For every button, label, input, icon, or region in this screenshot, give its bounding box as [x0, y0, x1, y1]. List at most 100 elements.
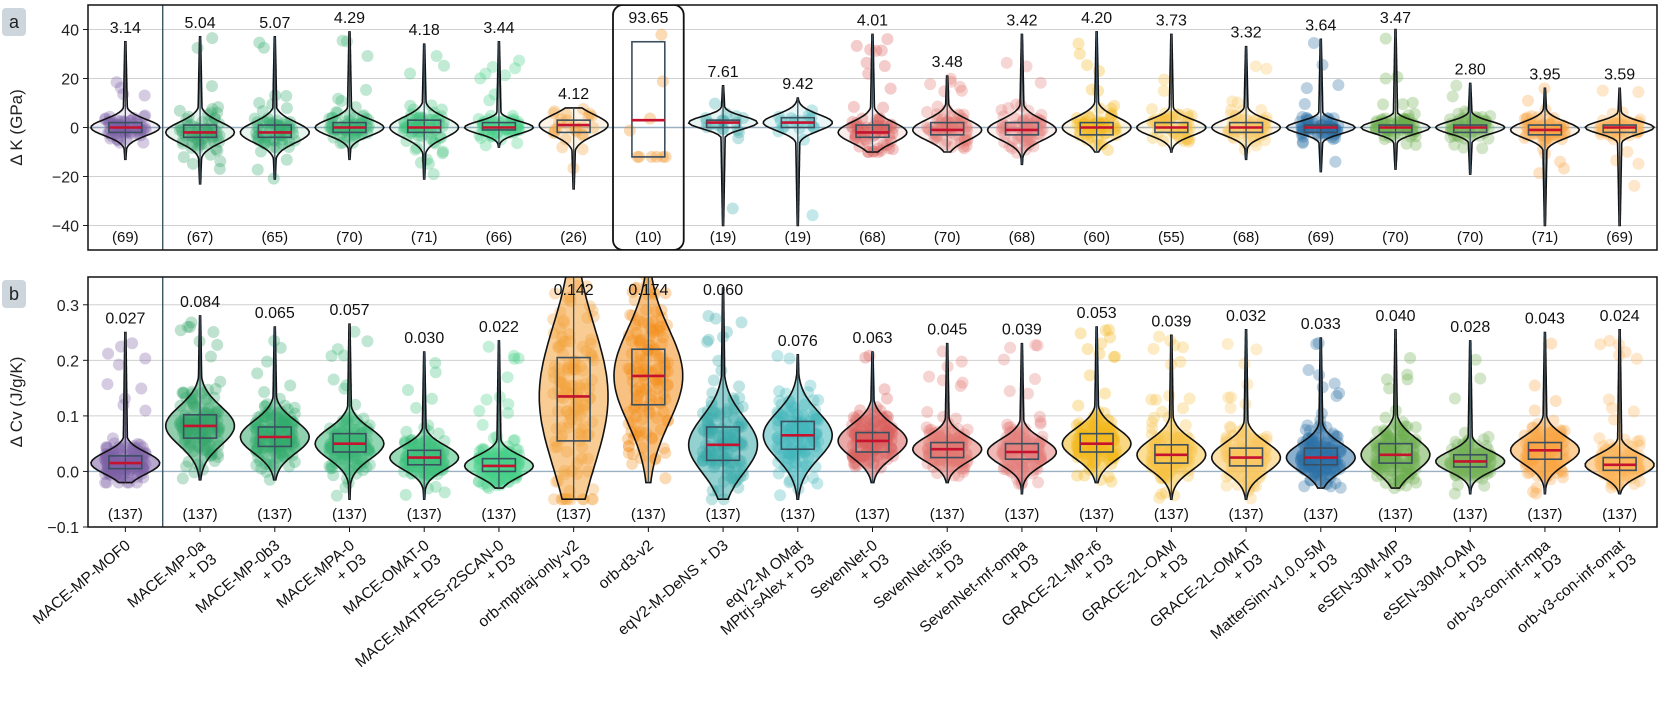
data-point [253, 96, 266, 109]
data-point [643, 112, 656, 125]
plot-frame [87, 4, 1658, 251]
data-point [587, 483, 600, 496]
data-point [1002, 102, 1015, 115]
data-point [1408, 107, 1421, 120]
data-point [1247, 115, 1260, 128]
data-point [952, 469, 965, 482]
data-point [875, 44, 888, 57]
data-point [111, 114, 124, 127]
data-point [1250, 343, 1263, 356]
data-point [1257, 120, 1270, 133]
model-distribution [239, 326, 311, 486]
data-point [621, 432, 634, 445]
mae-value-label: 0.039 [1002, 322, 1042, 339]
data-point [923, 124, 936, 137]
data-point [474, 72, 487, 85]
model-distribution [164, 32, 236, 185]
data-point [111, 133, 124, 146]
data-point [997, 122, 1010, 135]
data-point [1074, 327, 1087, 340]
model-distribution [239, 36, 311, 185]
data-point [885, 118, 898, 131]
data-point [1034, 416, 1047, 429]
data-point [878, 59, 891, 72]
data-point [1157, 84, 1170, 97]
data-point [1377, 98, 1390, 111]
mae-value-label: 0.063 [852, 330, 892, 347]
sample-count-label: (69) [112, 229, 139, 246]
mae-value-label: 0.030 [404, 330, 444, 347]
data-point [1084, 127, 1097, 140]
data-point [949, 412, 962, 425]
y-axis-label: Δ K (GPa) [7, 89, 26, 166]
y-tick-label: −0.1 [47, 520, 79, 537]
panel-a-bulk-modulus-chart: −40 −20 0 20 40 Δ K (GPa) a 3.14 (69) 5.04 (67) 5.0… [2, 4, 1658, 251]
data-point [1171, 108, 1184, 121]
data-point [871, 124, 884, 137]
model-distribution [986, 33, 1058, 166]
data-point [1019, 143, 1032, 156]
data-point [1099, 324, 1112, 337]
data-point [124, 127, 137, 140]
data-point [854, 404, 867, 417]
model-distribution [1359, 28, 1432, 170]
data-point [1034, 76, 1047, 89]
sample-count-label: (70) [336, 229, 363, 246]
model-distribution [1210, 45, 1282, 161]
data-point [1296, 135, 1309, 148]
model-distribution [463, 340, 535, 495]
y-tick-label: −20 [52, 170, 79, 187]
data-point [324, 462, 337, 475]
data-point [1633, 439, 1646, 452]
mae-value-label: 0.039 [1151, 313, 1191, 330]
data-point [1183, 392, 1196, 405]
data-point [1034, 118, 1047, 131]
data-point [585, 493, 598, 506]
data-point [1397, 98, 1410, 111]
data-point [1615, 114, 1628, 127]
data-point [1085, 130, 1098, 143]
mae-value-label: 4.18 [409, 22, 440, 39]
data-point [191, 41, 204, 54]
data-point [1072, 399, 1085, 412]
data-point [630, 281, 643, 294]
data-point [251, 367, 264, 380]
data-point [496, 115, 509, 128]
data-point [857, 124, 870, 137]
data-point [1596, 84, 1609, 97]
data-point [284, 379, 297, 392]
iqr-box [556, 356, 591, 442]
data-point [773, 395, 786, 408]
data-point [1476, 142, 1489, 155]
data-point [1238, 136, 1251, 149]
data-point [361, 122, 374, 135]
data-point [877, 120, 890, 133]
data-point [735, 316, 748, 329]
data-point [407, 103, 420, 116]
sample-count-label: (68) [1009, 229, 1036, 246]
data-point [1484, 110, 1497, 123]
sample-count-label: (71) [1532, 229, 1559, 246]
data-point [255, 462, 268, 475]
model-distribution [388, 351, 460, 501]
data-point [1179, 419, 1192, 432]
sample-count-label: (71) [411, 229, 438, 246]
mae-value-label: 0.174 [628, 282, 668, 299]
data-point [360, 83, 373, 96]
data-point [877, 138, 890, 151]
data-point [112, 358, 125, 371]
data-point [412, 112, 425, 125]
data-point [952, 118, 965, 131]
data-point [1400, 137, 1413, 150]
data-point [438, 59, 451, 72]
data-point [659, 150, 672, 163]
data-point [1630, 352, 1643, 365]
data-point [1602, 393, 1615, 406]
sample-count-label: (137) [257, 506, 292, 523]
data-point [772, 467, 785, 480]
data-point [920, 121, 933, 134]
sample-count-label: (137) [183, 506, 218, 523]
data-point [1448, 487, 1461, 500]
data-point [205, 80, 218, 93]
data-point [250, 127, 263, 140]
